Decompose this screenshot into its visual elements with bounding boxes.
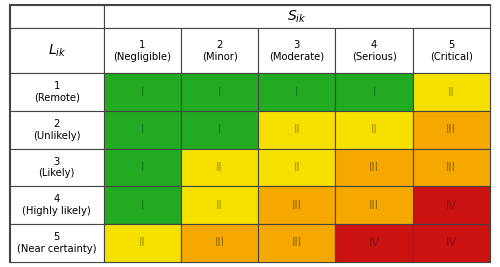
Bar xyxy=(181,149,258,186)
Bar xyxy=(181,111,258,149)
Bar xyxy=(181,28,258,73)
Bar xyxy=(258,28,336,73)
Bar xyxy=(258,186,336,224)
Bar xyxy=(104,186,181,224)
Bar xyxy=(336,186,412,224)
Bar xyxy=(258,111,336,149)
Text: 3
(Likely): 3 (Likely) xyxy=(38,157,75,178)
Text: III: III xyxy=(446,123,456,136)
Text: I: I xyxy=(372,86,376,99)
Text: III: III xyxy=(369,199,379,212)
Bar xyxy=(104,28,181,73)
Text: 2
(Unlikely): 2 (Unlikely) xyxy=(33,119,80,141)
Text: 4
(Highly likely): 4 (Highly likely) xyxy=(22,194,91,216)
Text: 3
(Moderate): 3 (Moderate) xyxy=(269,40,324,62)
Bar xyxy=(10,224,104,262)
Bar xyxy=(336,111,412,149)
Bar xyxy=(181,186,258,224)
Bar xyxy=(10,186,104,224)
Text: 5
(Critical): 5 (Critical) xyxy=(430,40,473,62)
Text: I: I xyxy=(295,86,298,99)
Bar xyxy=(181,73,258,111)
Text: I: I xyxy=(140,199,144,212)
Bar xyxy=(104,5,490,28)
Text: III: III xyxy=(369,161,379,174)
Bar xyxy=(336,28,412,73)
Text: 2
(Minor): 2 (Minor) xyxy=(202,40,237,62)
Text: II: II xyxy=(139,236,145,249)
Bar xyxy=(104,111,181,149)
Text: IV: IV xyxy=(368,236,380,249)
Text: II: II xyxy=(216,161,223,174)
Bar xyxy=(104,224,181,262)
Text: 5
(Near certainty): 5 (Near certainty) xyxy=(17,232,96,254)
Text: I: I xyxy=(218,123,221,136)
Text: II: II xyxy=(448,86,454,99)
Bar xyxy=(10,111,104,149)
Text: I: I xyxy=(218,86,221,99)
Bar xyxy=(336,224,412,262)
Bar xyxy=(104,73,181,111)
Text: IV: IV xyxy=(446,199,457,212)
Text: 1
(Negligible): 1 (Negligible) xyxy=(113,40,171,62)
Text: III: III xyxy=(292,199,302,212)
Bar xyxy=(10,149,104,186)
Text: II: II xyxy=(294,161,300,174)
Bar xyxy=(412,186,490,224)
Text: III: III xyxy=(214,236,224,249)
Bar xyxy=(104,149,181,186)
Text: $\mathit{L}_{ik}$: $\mathit{L}_{ik}$ xyxy=(48,43,66,59)
Text: II: II xyxy=(294,123,300,136)
Text: IV: IV xyxy=(446,236,457,249)
Text: II: II xyxy=(216,199,223,212)
Bar xyxy=(412,111,490,149)
Text: I: I xyxy=(140,86,144,99)
Bar xyxy=(10,28,104,73)
Bar xyxy=(412,149,490,186)
Bar xyxy=(412,224,490,262)
Bar xyxy=(412,73,490,111)
Text: I: I xyxy=(140,161,144,174)
Bar xyxy=(258,73,336,111)
Bar xyxy=(10,5,104,28)
Text: 4
(Serious): 4 (Serious) xyxy=(352,40,397,62)
Text: III: III xyxy=(446,161,456,174)
Bar xyxy=(336,149,412,186)
Text: II: II xyxy=(370,123,378,136)
Bar xyxy=(10,73,104,111)
Text: III: III xyxy=(292,236,302,249)
Bar xyxy=(258,224,336,262)
Bar xyxy=(412,28,490,73)
Bar xyxy=(258,149,336,186)
Bar xyxy=(336,73,412,111)
Text: 1
(Remote): 1 (Remote) xyxy=(34,81,80,103)
Text: $\mathit{S}_{ik}$: $\mathit{S}_{ik}$ xyxy=(287,9,306,25)
Text: I: I xyxy=(140,123,144,136)
Bar xyxy=(181,224,258,262)
